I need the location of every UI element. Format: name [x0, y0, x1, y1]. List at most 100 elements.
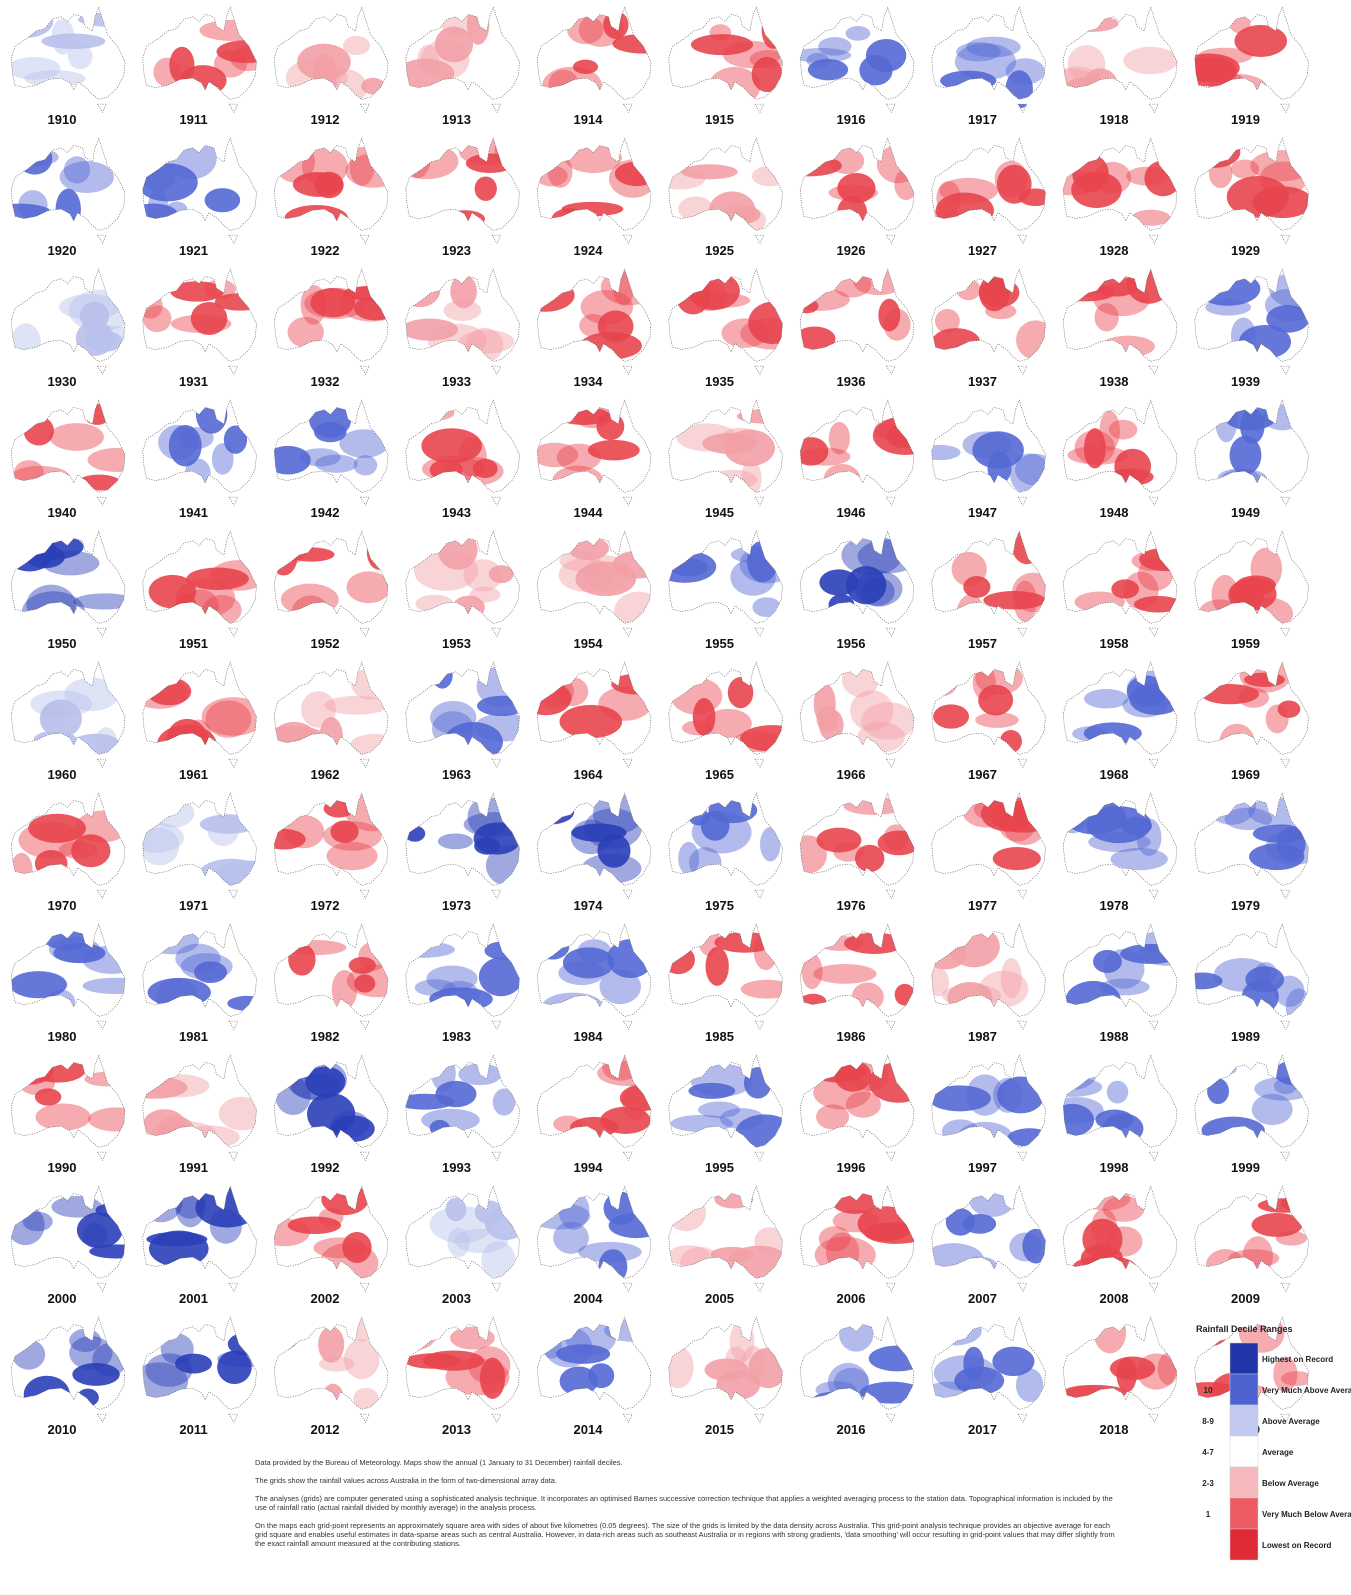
year-map: 1945	[663, 398, 802, 520]
anomaly-region	[1080, 1187, 1131, 1211]
legend-swatch	[1230, 1529, 1258, 1560]
map	[531, 529, 664, 641]
year-label: 1993	[442, 1160, 471, 1175]
map-fill	[261, 660, 399, 772]
anomaly-region	[323, 1384, 344, 1411]
map-fill	[389, 5, 525, 118]
map	[1056, 1312, 1182, 1427]
anomaly-region	[171, 315, 232, 333]
anomaly-region	[395, 1094, 455, 1110]
anomaly-region	[1281, 1195, 1318, 1211]
anomaly-region	[924, 670, 957, 696]
note: The grids show the rainfall values acros…	[255, 1476, 1115, 1485]
map	[791, 267, 919, 379]
anomaly-region	[946, 1208, 975, 1235]
map	[131, 660, 266, 772]
map	[924, 922, 1050, 1034]
anomaly-region	[1209, 158, 1232, 188]
anomaly-region	[199, 859, 263, 888]
anomaly-region	[42, 551, 99, 576]
year-label: 2015	[705, 1422, 734, 1437]
year-label: 1995	[705, 1160, 734, 1175]
year-map: 2008	[1057, 1184, 1182, 1306]
map-fill	[137, 267, 265, 379]
map-fill	[1056, 263, 1182, 379]
map-fill	[137, 529, 268, 641]
anomaly-region	[851, 1062, 888, 1090]
map-fill	[1057, 529, 1196, 641]
year-label: 1964	[574, 767, 604, 782]
anomaly-region	[459, 330, 514, 354]
map	[5, 922, 147, 1034]
year-map: 1951	[137, 529, 268, 651]
year-label: 1944	[574, 505, 604, 520]
year-map: 1922	[268, 136, 401, 258]
anomaly-region	[36, 1103, 91, 1130]
year-map: 1918	[1043, 5, 1182, 127]
anomaly-region	[837, 196, 867, 230]
year-map: 1977	[926, 791, 1056, 913]
anomaly-region	[760, 827, 781, 861]
anomaly-region	[866, 39, 907, 72]
year-map: 2009	[1189, 1184, 1319, 1306]
year-label: 1994	[574, 1160, 604, 1175]
map-fill	[400, 660, 533, 772]
year-map: 1990	[1, 1053, 145, 1175]
anomaly-region	[166, 202, 187, 217]
year-map: 1921	[129, 136, 261, 258]
anomaly-region	[969, 1182, 1015, 1217]
legend-title: Rainfall Decile Ranges	[1196, 1324, 1293, 1334]
map-fill	[794, 1053, 928, 1165]
year-label: 1937	[968, 374, 997, 389]
anomaly-region	[1000, 730, 1022, 753]
anomaly-region	[1066, 15, 1119, 31]
year-map: 1943	[400, 398, 525, 520]
map	[653, 529, 795, 641]
year-label: 1950	[48, 636, 77, 651]
year-map: 1939	[1189, 267, 1328, 389]
anomaly-region	[858, 540, 920, 574]
anomaly-region	[270, 538, 298, 576]
year-map: 1914	[531, 5, 672, 127]
map-fill	[266, 1315, 393, 1427]
year-label: 1946	[837, 505, 866, 520]
anomaly-region	[199, 20, 262, 41]
year-map: 1988	[1057, 922, 1200, 1044]
year-map: 1995	[663, 1053, 795, 1175]
anomaly-region	[174, 1189, 205, 1219]
map	[794, 1315, 926, 1427]
anomaly-region	[139, 1183, 182, 1223]
map-fill	[1041, 136, 1182, 248]
legend-decile: 10	[1204, 1386, 1213, 1395]
anomaly-region	[468, 1346, 510, 1384]
map-fill	[1189, 1184, 1319, 1296]
anomaly-region	[660, 928, 700, 945]
year-map: 1982	[268, 922, 410, 1044]
year-label: 1968	[1100, 767, 1129, 782]
anomaly-region	[152, 798, 194, 827]
anomaly-region	[1009, 1233, 1041, 1262]
anomaly-region	[83, 978, 148, 994]
anomaly-region	[721, 428, 759, 449]
year-map: 2014	[531, 1315, 666, 1437]
anomaly-region	[1269, 272, 1327, 308]
anomaly-region	[1088, 832, 1150, 852]
year-label: 1983	[442, 1029, 471, 1044]
legend-label: Lowest on Record	[1262, 1541, 1331, 1550]
map	[137, 395, 262, 510]
anomaly-region	[839, 1318, 873, 1352]
anomaly-region	[389, 19, 436, 35]
map	[268, 1053, 393, 1165]
anomaly-region	[1012, 573, 1055, 613]
year-map: 2001	[137, 1183, 262, 1306]
anomaly-region	[741, 980, 795, 999]
map-fill	[926, 1053, 1052, 1165]
anomaly-region	[156, 978, 198, 1019]
year-label: 1939	[1231, 374, 1260, 389]
year-map: 2004	[528, 1184, 664, 1306]
anomaly-region	[1127, 670, 1186, 705]
map-fill	[531, 1315, 666, 1427]
anomaly-region	[475, 176, 497, 200]
year-map: 1972	[262, 789, 399, 913]
year-map: 1932	[268, 267, 403, 389]
